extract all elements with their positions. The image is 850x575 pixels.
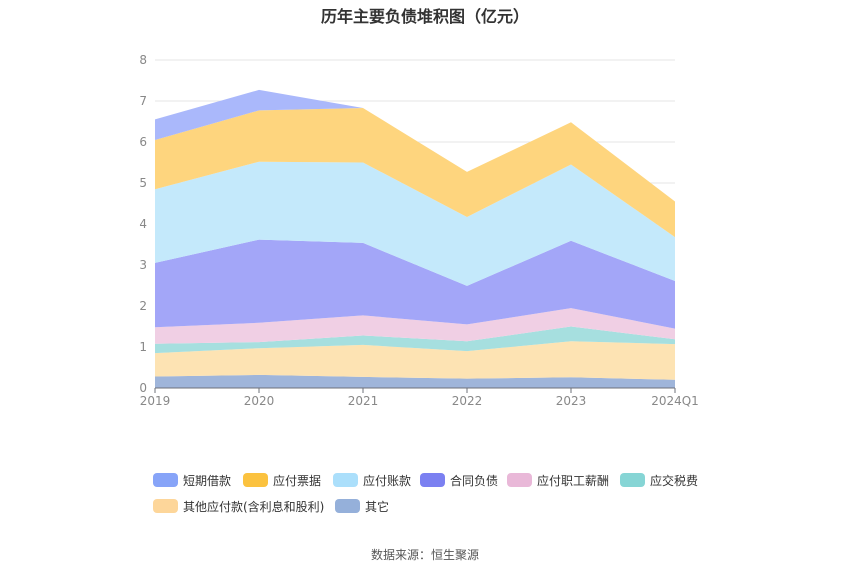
legend-item[interactable]: 其他应付款(含利息和股利) [153, 498, 324, 514]
series-area [155, 341, 675, 380]
stacked-area-chart: 0 1 2 3 4 5 6 7 8 2019 2020 2021 2022 2023 2024Q1 [139, 53, 699, 408]
x-tick-label: 2023 [556, 394, 587, 408]
legend-label: 其他应付款(含利息和股利) [183, 499, 325, 514]
legend-label: 应付职工薪酬 [537, 473, 610, 488]
legend-label: 应付票据 [273, 473, 322, 488]
legend-item[interactable]: 其它 [335, 498, 389, 514]
series-area [155, 161, 675, 286]
legend-swatch [335, 499, 360, 513]
y-tick-label: 6 [139, 135, 147, 149]
legend-label: 其它 [365, 499, 390, 514]
x-tick-label: 2020 [244, 394, 275, 408]
legend-item[interactable]: 应付职工薪酬 [507, 472, 609, 488]
chart-title: 历年主要负债堆积图（亿元） [320, 7, 529, 26]
x-tick-label: 2021 [348, 394, 379, 408]
data-source-note: 数据来源：恒生聚源 [370, 548, 479, 562]
series-area [155, 239, 675, 329]
legend-swatch [153, 499, 178, 513]
legend-label: 短期借款 [183, 473, 232, 488]
y-tick-label: 8 [139, 53, 147, 67]
legend-label: 合同负债 [450, 473, 499, 488]
y-tick-label: 5 [139, 176, 147, 190]
legend-swatch [420, 473, 445, 487]
legend-label: 应交税费 [650, 473, 699, 488]
series-area [155, 108, 675, 238]
x-tick-label: 2022 [452, 394, 483, 408]
legend-swatch [620, 473, 645, 487]
legend-label: 应付账款 [363, 473, 412, 488]
y-tick-label: 1 [139, 340, 147, 354]
x-tick-label: 2024Q1 [651, 394, 699, 408]
y-tick-label: 4 [139, 217, 147, 231]
legend-swatch [243, 473, 268, 487]
y-tick-label: 2 [139, 299, 147, 313]
legend-item[interactable]: 短期借款 [153, 472, 231, 488]
legend-swatch [507, 473, 532, 487]
legend-item[interactable]: 合同负债 [420, 472, 498, 488]
legend-swatch [153, 473, 178, 487]
y-tick-label: 0 [139, 381, 147, 395]
legend-item[interactable]: 应交税费 [620, 472, 698, 488]
y-tick-label: 7 [139, 94, 147, 108]
legend-item[interactable]: 应付账款 [333, 472, 411, 488]
legend-swatch [333, 473, 358, 487]
series-area [155, 308, 675, 344]
series-area [155, 374, 675, 388]
y-tick-label: 3 [139, 258, 147, 272]
series-area [155, 326, 675, 354]
x-tick-label: 2019 [140, 394, 171, 408]
legend-item[interactable]: 应付票据 [243, 472, 321, 488]
